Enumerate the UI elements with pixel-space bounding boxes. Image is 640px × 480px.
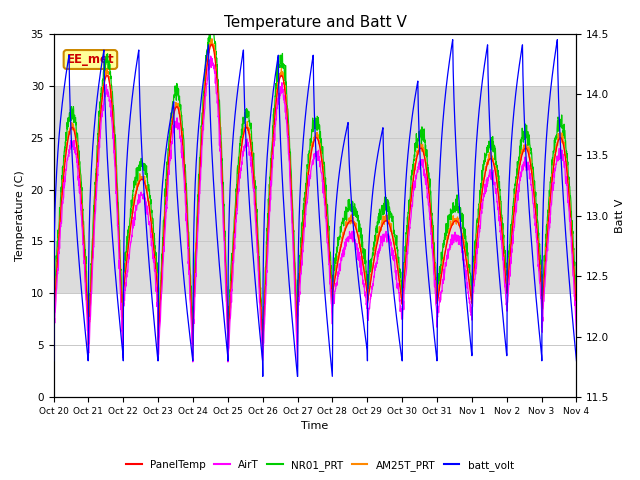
Title: Temperature and Batt V: Temperature and Batt V — [223, 15, 406, 30]
Text: EE_met: EE_met — [67, 53, 114, 66]
Y-axis label: Temperature (C): Temperature (C) — [15, 170, 25, 261]
Legend: PanelTemp, AirT, NR01_PRT, AM25T_PRT, batt_volt: PanelTemp, AirT, NR01_PRT, AM25T_PRT, ba… — [122, 456, 518, 475]
X-axis label: Time: Time — [301, 421, 328, 432]
Bar — [54, 86, 577, 293]
Y-axis label: Batt V: Batt V — [615, 198, 625, 233]
